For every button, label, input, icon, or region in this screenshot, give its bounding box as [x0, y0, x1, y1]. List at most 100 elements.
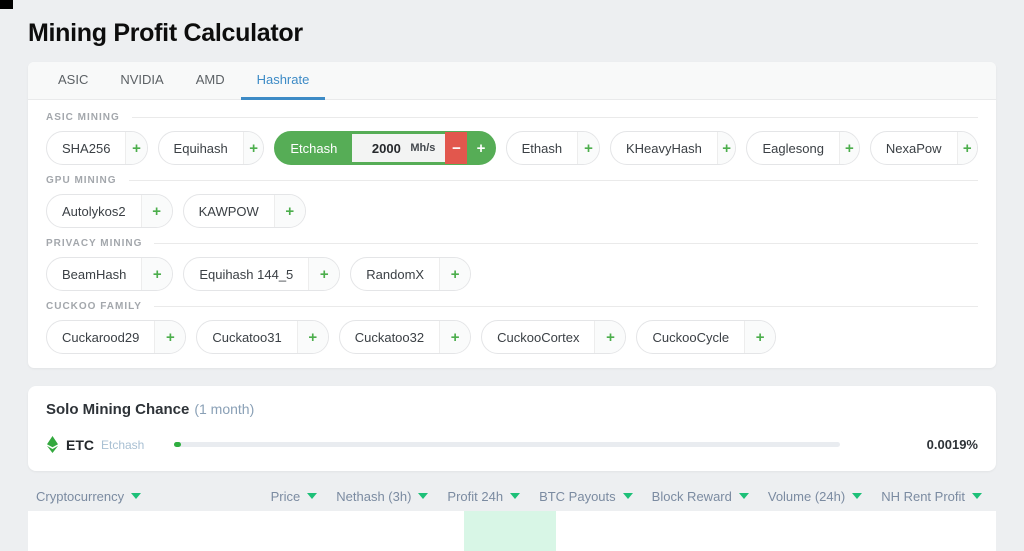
add-algorithm-button[interactable]: + [439, 258, 471, 290]
algo-chip-label: BeamHash [62, 266, 127, 282]
solo-progress-track [174, 442, 840, 447]
column-header-volume-24h[interactable]: Volume (24h) [767, 488, 863, 504]
section-label: PRIVACY MINING [46, 238, 978, 249]
etc-coin-icon [46, 436, 59, 453]
column-header-label: Block Reward [651, 488, 732, 504]
section-label: ASIC MINING [46, 112, 978, 123]
column-header-label: Volume (24h) [767, 488, 846, 504]
chips-row: SHA256+Equihash+EtchashMh/s−+Ethash+KHea… [46, 131, 979, 165]
sort-caret-icon [972, 493, 982, 499]
section-label: GPU MINING [46, 175, 978, 186]
algo-chip-beamhash: BeamHash + [46, 257, 174, 291]
hashrate-value-box: Mh/s [352, 134, 446, 162]
column-header-profit-24h[interactable]: Profit 24h [447, 488, 521, 504]
add-algorithm-button[interactable]: + [273, 195, 305, 227]
sort-caret-icon [418, 493, 429, 499]
algo-chip-label: Autolykos2 [62, 203, 126, 219]
algo-chip-equihash: Equihash + [157, 131, 265, 165]
solo-mining-title: Solo Mining Chance [46, 401, 190, 418]
add-algorithm-button[interactable]: + [125, 132, 147, 164]
algo-chip-label: Eaglesong [762, 140, 824, 156]
algo-chip-cuckoocortex: CuckooCortex + [481, 320, 627, 354]
add-algorithm-button[interactable]: + [716, 132, 736, 164]
column-header-price[interactable]: Price [271, 489, 318, 504]
add-algorithm-button[interactable]: + [594, 321, 626, 353]
algo-chip-equihash-144-5: Equihash 144_5 + [183, 257, 341, 291]
algo-chip-label: Etchash [290, 140, 338, 156]
solo-mining-row: ETC Etchash 0.0019% [46, 436, 978, 453]
add-algorithm-button[interactable]: + [577, 132, 599, 164]
sort-caret-icon [738, 493, 749, 499]
column-header-nh-rent-profit[interactable]: NH Rent Profit [881, 489, 982, 504]
decrease-hashrate-button[interactable]: − [445, 132, 468, 164]
chips-row: Autolykos2 + KAWPOW + [46, 194, 978, 228]
solo-mining-header: Solo Mining Chance (1 month) [46, 401, 978, 419]
algorithm-sections: ASIC MININGSHA256+Equihash+EtchashMh/s−+… [28, 100, 996, 368]
add-algorithm-button[interactable]: + [154, 321, 186, 353]
algo-chip-label: RandomX [366, 266, 425, 282]
algo-chip-label: KHeavyHash [625, 140, 702, 156]
algo-chip-label: SHA256 [62, 140, 111, 156]
column-header-label: Cryptocurrency [36, 488, 125, 504]
column-header-label: NH Rent Profit [881, 488, 965, 504]
column-header-label: Price [270, 488, 301, 504]
tab-amd[interactable]: AMD [195, 72, 225, 87]
chips-row: Cuckarood29 + Cuckatoo31 + Cuckatoo32 + Cuckoo… [46, 320, 978, 354]
sort-caret-icon [131, 493, 142, 499]
algo-chip-cuckarood29: Cuckarood29 + [46, 320, 187, 354]
section-divider-line [154, 243, 978, 244]
algo-chip-ethash: Ethash + [505, 131, 600, 165]
section-label-text: GPU MINING [46, 175, 117, 186]
add-algorithm-button[interactable]: + [296, 321, 328, 353]
coin-cell: ETC Etchash [46, 436, 174, 453]
column-header-btc-payouts[interactable]: BTC Payouts [539, 489, 633, 504]
sort-caret-icon [307, 493, 318, 499]
table-body-row[interactable] [28, 511, 996, 551]
hashrate-unit-label: Mh/s [410, 142, 436, 154]
algo-chip-randomx: RandomX + [350, 257, 472, 291]
hashrate-input[interactable] [362, 140, 411, 156]
tab-nvidia[interactable]: NVIDIA [120, 72, 164, 87]
section-divider-line [131, 117, 978, 118]
column-header-nethash-3h[interactable]: Nethash (3h) [336, 489, 429, 504]
add-algorithm-button[interactable]: + [744, 321, 776, 353]
algo-chip-label: Cuckarood29 [62, 329, 140, 345]
algo-chip-kawpow: KAWPOW + [182, 194, 306, 228]
algo-chip-kheavyhash: KHeavyHash + [609, 131, 737, 165]
algo-chip-nexapow: NexaPow + [869, 131, 979, 165]
sort-caret-icon [622, 493, 633, 499]
algo-chip-label: Ethash [521, 140, 563, 156]
add-algorithm-button[interactable]: + [956, 132, 978, 164]
column-header-label: BTC Payouts [539, 488, 616, 504]
algo-chip-label: Cuckatoo31 [212, 329, 282, 345]
solo-mining-card: Solo Mining Chance (1 month) ETC Etchash … [28, 386, 996, 471]
add-algorithm-button[interactable]: + [242, 132, 264, 164]
page-title: Mining Profit Calculator [28, 19, 303, 47]
algo-chip-autolykos2: Autolykos2 + [46, 194, 173, 228]
tab-bar: ASIC NVIDIA AMD Hashrate [28, 62, 996, 100]
algo-chip-label: NexaPow [885, 140, 942, 156]
add-algorithm-button[interactable]: + [439, 321, 471, 353]
column-header-cryptocurrency[interactable]: Cryptocurrency [36, 489, 252, 504]
calculator-card: ASIC NVIDIA AMD Hashrate ASIC MINING SHA256 +… [28, 62, 996, 368]
solo-chance-value: 0.0019% [926, 437, 978, 452]
algo-chip-label: Cuckatoo32 [354, 329, 425, 345]
algo-chip-etchash: Etchash Mh/s−+ [274, 131, 496, 165]
section-divider-line [128, 180, 978, 181]
add-algorithm-button[interactable]: + [838, 132, 859, 164]
table-header-row: Cryptocurrency Price Nethash (3h) Profit 24… [28, 487, 996, 505]
add-algorithm-button[interactable]: + [141, 258, 173, 290]
tab-hashrate[interactable]: Hashrate [240, 62, 326, 100]
algo-chip-eaglesong: Eaglesong + [746, 131, 860, 165]
coin-algorithm: Etchash [101, 437, 145, 452]
add-algorithm-button[interactable]: + [308, 258, 340, 290]
column-header-label: Profit 24h [447, 488, 504, 504]
sort-caret-icon [852, 493, 863, 499]
algo-chip-sha256: SHA256 + [46, 131, 148, 165]
sort-caret-icon [510, 493, 521, 499]
section-label: CUCKOO FAMILY [46, 301, 978, 312]
increase-hashrate-button[interactable]: + [476, 139, 486, 157]
add-algorithm-button[interactable]: + [140, 195, 172, 227]
tab-asic[interactable]: ASIC [58, 72, 89, 87]
column-header-block-reward[interactable]: Block Reward [652, 489, 749, 504]
